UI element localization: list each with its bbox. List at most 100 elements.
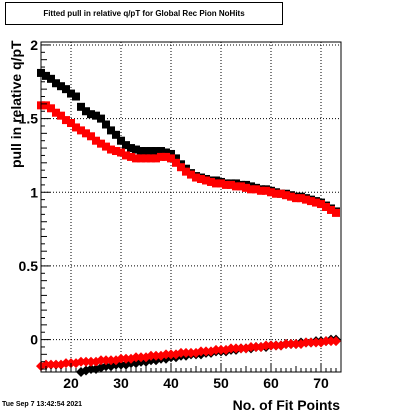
data-point (247, 185, 255, 194)
data-point (162, 152, 170, 161)
plot-frame (40, 41, 342, 373)
data-point (167, 154, 175, 163)
data-point (92, 111, 100, 120)
data-point (62, 85, 70, 94)
y-tick-label: 0 (30, 332, 38, 348)
y-tick-label: 2 (30, 37, 38, 53)
data-point (232, 182, 240, 191)
data-point (132, 145, 140, 154)
series-3 (36, 336, 341, 372)
x-tick-label: 20 (63, 375, 79, 391)
data-point (202, 176, 210, 185)
x-axis-title: No. of Fit Points (233, 397, 341, 413)
data-point (322, 203, 330, 211)
data-point (222, 180, 230, 189)
data-point (147, 147, 155, 156)
data-point (122, 141, 130, 150)
data-point (67, 119, 75, 128)
data-point (242, 183, 250, 192)
data-point (137, 147, 145, 156)
data-point (117, 136, 125, 145)
data-point (57, 111, 65, 120)
x-tick-label: 50 (213, 375, 229, 391)
data-point (252, 185, 260, 194)
data-point (207, 177, 215, 186)
data-point (47, 74, 55, 83)
data-point (112, 130, 120, 139)
data-point (87, 110, 95, 119)
y-tick-label: 1 (30, 184, 38, 200)
chart-title: Fitted pull in relative q/pT for Global … (5, 2, 283, 25)
data-point (107, 126, 115, 135)
data-point (192, 173, 200, 182)
data-point (152, 154, 160, 163)
data-point (42, 101, 50, 110)
data-point (142, 154, 150, 163)
y-axis-title: pull in relative q/pT (8, 40, 24, 168)
data-point (72, 92, 80, 101)
data-point (97, 139, 105, 148)
data-point (97, 114, 105, 123)
data-point (287, 192, 295, 201)
x-tick-label: 30 (113, 375, 129, 391)
data-point (262, 186, 270, 195)
data-point (282, 191, 290, 200)
data-point (212, 179, 220, 188)
data-point (317, 200, 325, 209)
data-point (52, 79, 60, 88)
data-point (102, 120, 110, 129)
y-tick-label: 0.5 (19, 258, 39, 274)
data-point (331, 336, 341, 347)
data-point (57, 82, 65, 91)
data-point (137, 154, 145, 163)
data-point (327, 205, 335, 214)
data-point (302, 195, 310, 204)
data-point (187, 170, 195, 179)
data-point (52, 108, 60, 117)
series-1 (37, 101, 340, 217)
data-point (182, 167, 190, 176)
data-point (277, 189, 285, 198)
data-point (332, 208, 340, 217)
data-point (147, 154, 155, 163)
data-point (172, 154, 180, 163)
plot-series (36, 68, 341, 377)
data-point (142, 147, 150, 156)
data-point (132, 154, 140, 163)
data-point (307, 197, 315, 206)
data-point (237, 182, 245, 191)
data-point (42, 71, 50, 80)
axes: 20 30 40 50 60 70 0 0.5 1 1.5 2 (19, 37, 342, 391)
data-point (272, 189, 280, 198)
data-point (177, 163, 185, 172)
data-point (77, 102, 85, 111)
data-point (77, 126, 85, 135)
data-point (107, 145, 115, 154)
data-point (47, 104, 55, 113)
data-point (92, 136, 100, 145)
data-point (157, 152, 165, 161)
y-tick-label: 1.5 (19, 111, 39, 127)
data-point (267, 188, 275, 197)
data-point (117, 148, 125, 157)
data-point (127, 152, 135, 161)
data-point (152, 147, 160, 156)
data-point (167, 149, 175, 158)
data-point (72, 123, 80, 132)
data-point (122, 151, 130, 160)
x-tick-label: 60 (263, 375, 279, 391)
data-point (157, 147, 165, 156)
grid (41, 42, 341, 372)
data-point (172, 158, 180, 167)
data-point (312, 198, 320, 207)
data-point (297, 194, 305, 203)
x-tick-label: 40 (163, 375, 179, 391)
data-point (62, 116, 70, 125)
data-point (82, 107, 90, 116)
data-point (217, 179, 225, 188)
data-point (87, 132, 95, 141)
data-point (67, 89, 75, 98)
data-point (197, 175, 205, 184)
x-tick-label: 70 (313, 375, 329, 391)
